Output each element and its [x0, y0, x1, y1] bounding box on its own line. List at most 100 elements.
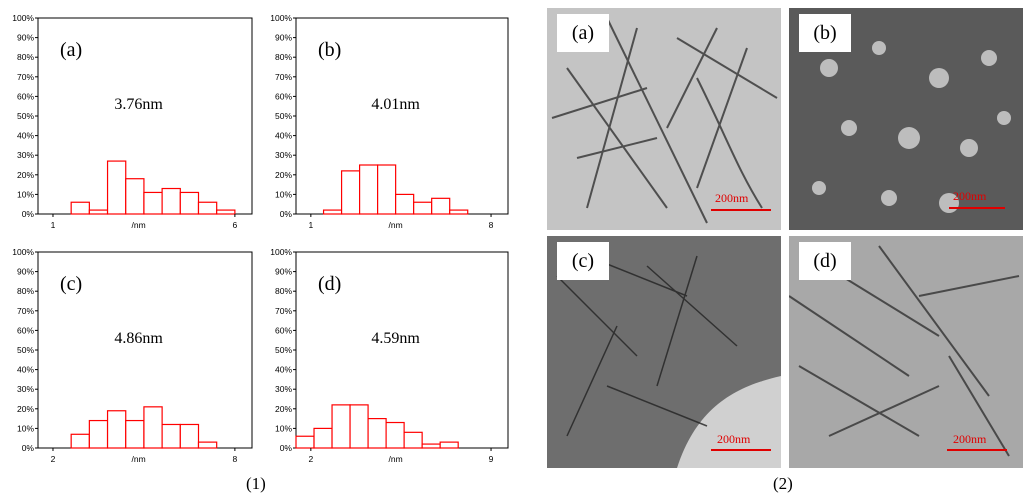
y-tick-label: 90% — [17, 267, 34, 277]
histogram-bar — [125, 419, 145, 449]
y-tick-label: 0% — [22, 209, 35, 219]
histogram-bar — [439, 441, 459, 449]
y-tick-label: 80% — [275, 286, 292, 296]
y-tick-label: 100% — [12, 247, 34, 257]
y-tick-label: 100% — [270, 247, 292, 257]
x-axis-label: /nm — [131, 220, 145, 230]
x-tick-label: 1 — [308, 220, 313, 230]
y-tick-label: 0% — [280, 443, 293, 453]
x-axis-label: /nm — [389, 220, 403, 230]
y-tick-label: 80% — [275, 52, 292, 62]
y-tick-label: 90% — [275, 267, 292, 277]
y-tick-label: 0% — [22, 443, 35, 453]
histogram-bar — [88, 419, 109, 449]
y-tick-label: 70% — [17, 72, 34, 82]
histogram-bar — [313, 427, 333, 449]
y-tick-label: 70% — [17, 306, 34, 316]
x-tick-label: 1 — [51, 220, 56, 230]
y-tick-label: 50% — [275, 345, 292, 355]
x-axis-label: /nm — [131, 454, 145, 464]
histogram-bar — [70, 433, 90, 449]
y-tick-label: 70% — [275, 72, 292, 82]
micrograph-d: (d) 200nm — [789, 236, 1023, 468]
histogram-bar — [216, 209, 236, 215]
micrograph-label: (a) — [557, 14, 609, 52]
y-tick-label: 100% — [12, 13, 34, 23]
histogram-bar — [349, 404, 369, 449]
histogram-bar — [106, 160, 127, 215]
histogram-bar — [70, 201, 90, 215]
y-tick-label: 50% — [17, 111, 34, 121]
y-tick-label: 20% — [17, 404, 34, 414]
mean-annotation: 4.01nm — [371, 96, 420, 113]
panel-label: (c) — [60, 273, 82, 295]
scale-bar-label: 200nm — [953, 189, 987, 203]
histogram-bar — [179, 191, 200, 215]
histogram-bar — [295, 435, 315, 449]
y-tick-label: 30% — [17, 384, 34, 394]
histogram-bar — [125, 178, 145, 215]
mean-annotation: 4.59nm — [371, 330, 420, 347]
histogram-bar — [161, 187, 181, 215]
y-tick-label: 10% — [275, 423, 292, 433]
micrograph-c: (c) 200nm — [547, 236, 781, 468]
histogram-bar — [179, 423, 200, 449]
y-tick-label: 60% — [275, 325, 292, 335]
micrograph-b: (b) 200nm — [789, 8, 1023, 230]
y-tick-label: 50% — [17, 345, 34, 355]
scale-bar — [949, 207, 1005, 209]
y-tick-label: 30% — [275, 150, 292, 160]
micrograph-label: (c) — [557, 242, 609, 280]
y-tick-label: 20% — [275, 404, 292, 414]
histogram-bar — [413, 201, 433, 215]
mean-annotation: 4.86nm — [114, 330, 163, 347]
histogram-bar — [197, 201, 218, 215]
y-tick-label: 80% — [17, 286, 34, 296]
micrograph-label: (b) — [799, 14, 851, 52]
y-tick-label: 90% — [17, 33, 34, 43]
y-tick-label: 30% — [17, 150, 34, 160]
mean-annotation: 3.76nm — [114, 96, 163, 113]
y-tick-label: 40% — [275, 131, 292, 141]
y-tick-label: 10% — [17, 423, 34, 433]
scale-bar — [711, 449, 771, 451]
x-tick-label: 2 — [51, 454, 56, 464]
histogram-bar — [431, 197, 451, 215]
histogram-bar — [367, 418, 387, 449]
y-tick-label: 70% — [275, 306, 292, 316]
panel-label: (b) — [318, 39, 341, 61]
histogram-bar — [449, 209, 469, 215]
histogram-bar — [421, 443, 441, 449]
y-tick-label: 40% — [17, 131, 34, 141]
x-tick-label: 2 — [308, 454, 313, 464]
micrograph-a: (a) 200nm — [547, 8, 781, 230]
panel-label: (a) — [60, 39, 82, 61]
y-tick-label: 10% — [17, 189, 34, 199]
scale-bar — [711, 209, 771, 211]
histogram-bar — [395, 193, 415, 215]
y-tick-label: 20% — [17, 170, 34, 180]
y-tick-label: 60% — [17, 325, 34, 335]
scale-bar-label: 200nm — [715, 191, 749, 205]
histogram-bar — [322, 209, 343, 215]
histogram-bar — [377, 164, 397, 215]
histogram-bar — [143, 191, 163, 215]
y-tick-label: 60% — [275, 91, 292, 101]
histogram-bar — [88, 209, 109, 215]
x-tick-label: 8 — [233, 454, 238, 464]
histogram-bar — [331, 404, 351, 449]
y-tick-label: 80% — [17, 52, 34, 62]
panel-label: (d) — [318, 273, 341, 295]
x-axis-label: /nm — [389, 454, 403, 464]
histogram-bar — [143, 406, 163, 449]
x-tick-label: 6 — [233, 220, 238, 230]
histogram-bar — [161, 423, 181, 449]
histogram-bar — [106, 410, 127, 449]
histogram-bar — [385, 421, 405, 449]
x-tick-label: 9 — [489, 454, 494, 464]
y-tick-label: 0% — [280, 209, 293, 219]
figure-caption-right: (2) — [773, 474, 793, 493]
y-tick-label: 10% — [275, 189, 292, 199]
figure-caption-left: (1) — [246, 474, 266, 493]
micrograph-label: (d) — [799, 242, 851, 280]
